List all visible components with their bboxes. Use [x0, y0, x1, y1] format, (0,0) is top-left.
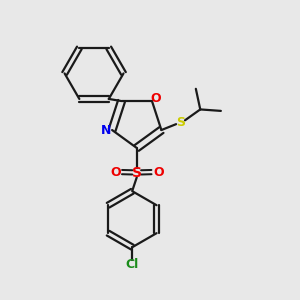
Text: N: N [101, 124, 111, 136]
Text: S: S [132, 166, 142, 180]
Text: O: O [153, 166, 164, 178]
Text: O: O [110, 166, 121, 178]
Text: O: O [151, 92, 161, 105]
Text: Cl: Cl [126, 258, 139, 271]
Text: S: S [177, 116, 186, 129]
